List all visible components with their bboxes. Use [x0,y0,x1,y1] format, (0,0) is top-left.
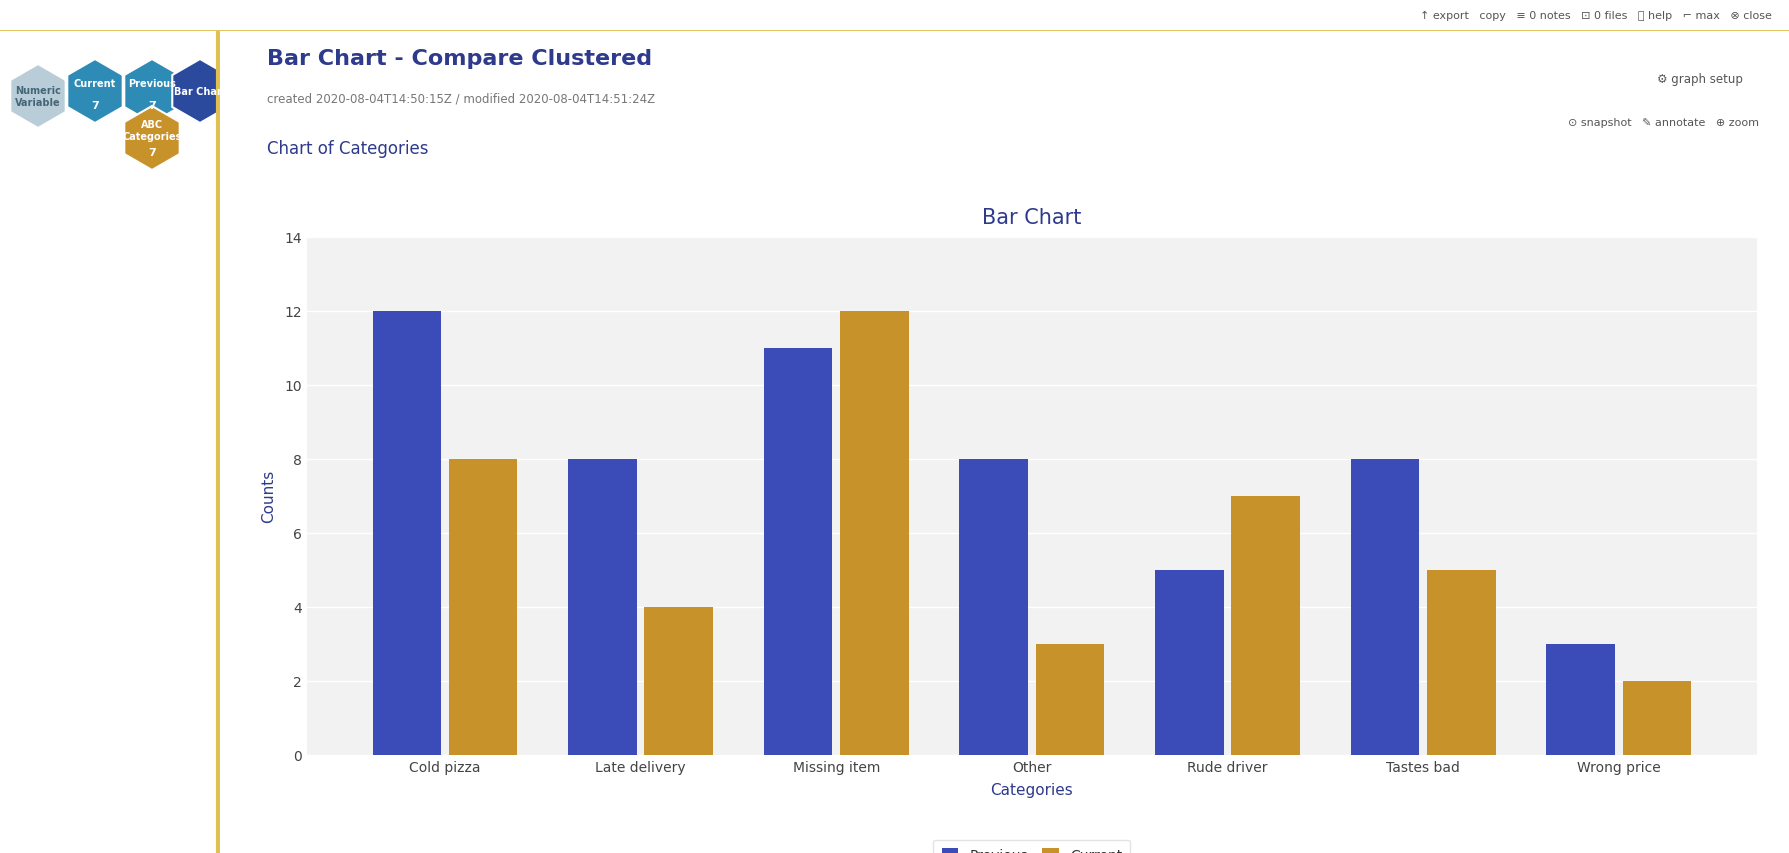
Bar [449,459,517,755]
Bar [839,311,909,755]
Bar [1623,681,1691,755]
Polygon shape [172,60,227,124]
Text: created 2020-08-04T14:50:15Z / modified 2020-08-04T14:51:24Z: created 2020-08-04T14:50:15Z / modified … [267,92,655,105]
Bar [644,607,712,755]
Y-axis label: Counts: Counts [261,470,276,523]
Bar [1426,570,1494,755]
X-axis label: Categories: Categories [989,782,1073,798]
Text: Bar Chart - Compare Clustered: Bar Chart - Compare Clustered [267,49,651,68]
Text: Chart of Categories: Chart of Categories [267,140,428,158]
Title: Bar Chart: Bar Chart [982,207,1081,228]
Polygon shape [123,107,179,171]
Polygon shape [68,60,123,124]
Text: ↑ export   copy   ≡ 0 notes   ⊡ 0 files   ⓘ help   ⌐ max   ⊗ close: ↑ export copy ≡ 0 notes ⊡ 0 files ⓘ help… [1419,11,1771,21]
Polygon shape [123,60,179,124]
Text: ⚙ graph setup: ⚙ graph setup [1657,73,1742,86]
Text: Numeric
Variable: Numeric Variable [14,86,61,107]
Text: 7: 7 [91,102,98,111]
Bar [1231,496,1299,755]
Bar [959,459,1027,755]
Bar [1351,459,1419,755]
Bar [1546,644,1614,755]
Bar [567,459,637,755]
Bar [372,311,440,755]
Legend: Previous, Current: Previous, Current [932,839,1129,853]
Bar [1036,644,1104,755]
Text: Bar Chart: Bar Chart [174,87,225,97]
Text: 7: 7 [148,148,156,158]
Text: 7: 7 [148,102,156,111]
Text: Previous: Previous [129,79,175,89]
Polygon shape [11,65,66,129]
Bar [1154,570,1224,755]
Bar [764,348,832,755]
Text: ABC
Categories: ABC Categories [122,120,182,142]
Text: ⊙ snapshot   ✎ annotate   ⊕ zoom: ⊙ snapshot ✎ annotate ⊕ zoom [1567,118,1757,128]
Text: Current: Current [73,79,116,89]
